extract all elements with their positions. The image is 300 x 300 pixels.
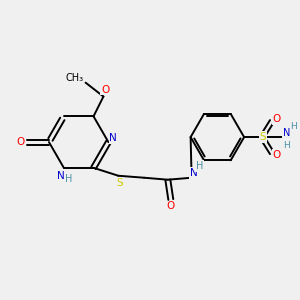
Text: O: O <box>167 202 175 212</box>
Text: N: N <box>190 168 197 178</box>
Text: H: H <box>196 161 203 171</box>
Text: O: O <box>273 150 281 160</box>
Text: O: O <box>101 85 110 94</box>
Text: O: O <box>273 114 281 124</box>
Text: N: N <box>110 133 117 143</box>
Text: H: H <box>65 174 72 184</box>
Text: O: O <box>16 137 24 147</box>
Text: N: N <box>283 128 290 138</box>
Text: S: S <box>116 178 123 188</box>
Text: S: S <box>260 132 266 142</box>
Text: H: H <box>283 140 290 149</box>
Text: CH₃: CH₃ <box>65 73 84 83</box>
Text: N: N <box>57 171 65 181</box>
Text: H: H <box>290 122 297 131</box>
